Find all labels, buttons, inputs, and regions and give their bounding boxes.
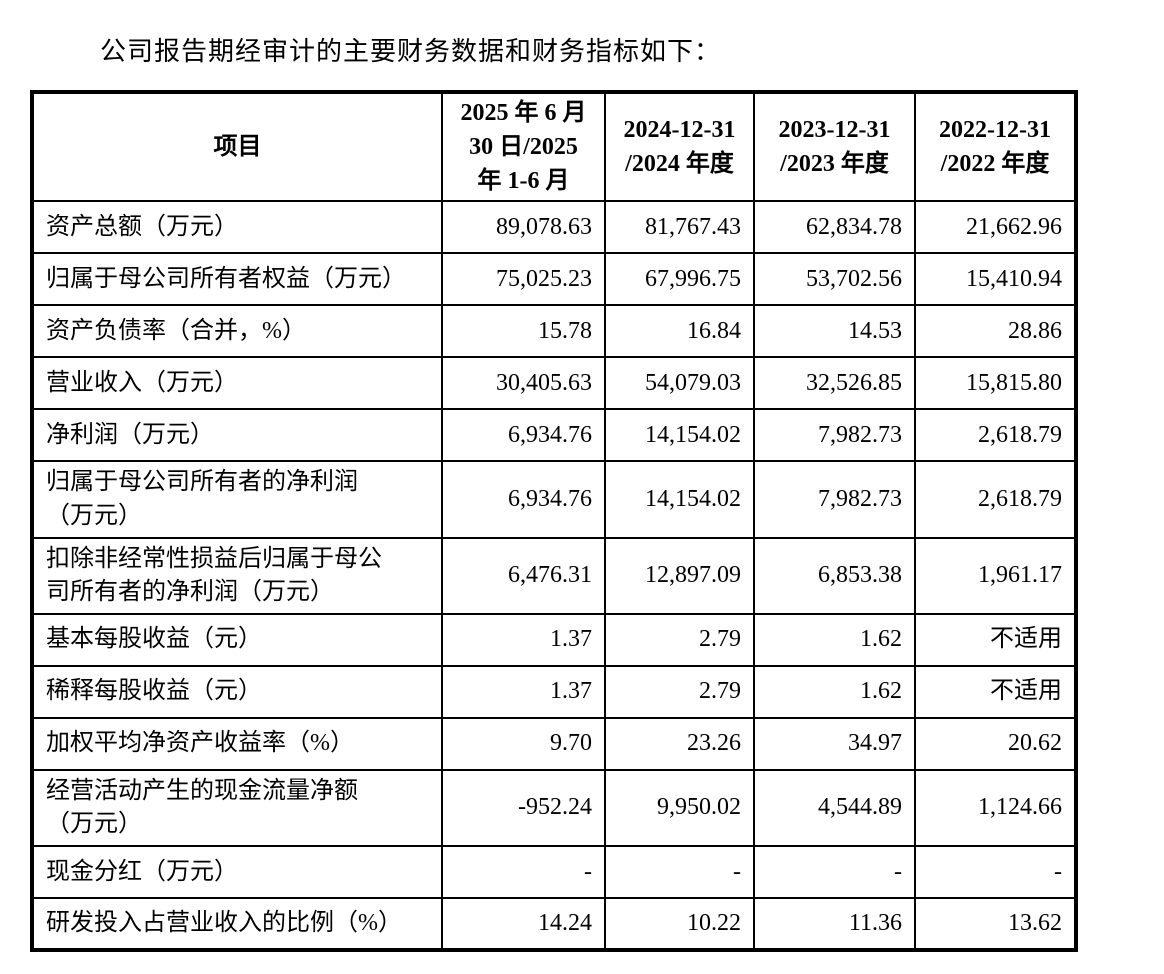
table-row: 归属于母公司所有者的净利润 （万元） 6,934.76 14,154.02 7,982… — [31, 460, 1077, 539]
row-value: 7,982.73 — [753, 408, 916, 463]
row-value: 53,702.56 — [753, 252, 916, 307]
row-value: 10.22 — [604, 897, 755, 952]
row-value: 4,544.89 — [753, 768, 916, 848]
row-value: 1,124.66 — [914, 768, 1077, 848]
row-value: 54,079.03 — [604, 356, 755, 411]
row-value: 2,618.79 — [914, 408, 1077, 463]
row-value: 62,834.78 — [753, 200, 916, 255]
row-value: 14.53 — [753, 304, 916, 359]
row-item-label: 研发投入占营业收入的比例（%） — [31, 897, 443, 952]
row-value: 32,526.85 — [753, 356, 916, 411]
row-value: 13.62 — [914, 897, 1077, 952]
row-value: 2.79 — [604, 612, 755, 667]
table-row: 资产总额（万元） 89,078.63 81,767.43 62,834.78 21,66… — [31, 200, 1077, 255]
row-value: 89,078.63 — [441, 200, 606, 255]
row-item-label: 加权平均净资产收益率（%） — [31, 716, 443, 771]
column-header-2024: 2024-12-31 /2024 年度 — [604, 91, 755, 203]
row-value: 1.37 — [441, 612, 606, 667]
row-value: 2.79 — [604, 664, 755, 719]
row-value: 9,950.02 — [604, 768, 755, 848]
row-value: 6,934.76 — [441, 460, 606, 539]
row-value: 14.24 — [441, 897, 606, 952]
row-value: 15.78 — [441, 304, 606, 359]
row-item-label: 扣除非经常性损益后归属于母公 司所有者的净利润（万元） — [31, 536, 443, 615]
column-header-2022: 2022-12-31 /2022 年度 — [914, 91, 1077, 203]
row-value: 6,853.38 — [753, 536, 916, 615]
row-value: 30,405.63 — [441, 356, 606, 411]
table-body: 资产总额（万元） 89,078.63 81,767.43 62,834.78 21,66… — [31, 200, 1077, 952]
row-value: 16.84 — [604, 304, 755, 359]
section-title: 公司报告期经审计的主要财务数据和财务指标如下： — [100, 37, 722, 66]
row-value: 2,618.79 — [914, 460, 1077, 539]
table-row: 稀释每股收益（元） 1.37 2.79 1.62 不适用 — [31, 664, 1077, 719]
row-value: 14,154.02 — [604, 460, 755, 539]
row-value: 14,154.02 — [604, 408, 755, 463]
table-row: 加权平均净资产收益率（%） 9.70 23.26 34.97 20.62 — [31, 716, 1077, 771]
row-value: 67,996.75 — [604, 252, 755, 307]
row-value: 15,410.94 — [914, 252, 1077, 307]
row-item-label: 基本每股收益（元） — [31, 612, 443, 667]
row-value: 6,476.31 — [441, 536, 606, 615]
table-row: 资产负债率（合并，%） 15.78 16.84 14.53 28.86 — [31, 304, 1077, 359]
column-header-2023: 2023-12-31 /2023 年度 — [753, 91, 916, 203]
row-item-label: 营业收入（万元） — [31, 356, 443, 411]
row-value: 不适用 — [914, 612, 1077, 667]
table-row: 归属于母公司所有者权益（万元） 75,025.23 67,996.75 53,702.… — [31, 252, 1077, 307]
row-item-label: 资产负债率（合并，%） — [31, 304, 443, 359]
row-value: -952.24 — [441, 768, 606, 848]
table-row: 扣除非经常性损益后归属于母公 司所有者的净利润（万元） 6,476.31 12,89… — [31, 536, 1077, 615]
table-header: 项目 2025 年 6 月 30 日/2025 年 1-6 月 2024-12-… — [31, 91, 1077, 203]
financial-table: 项目 2025 年 6 月 30 日/2025 年 1-6 月 2024-12-… — [30, 90, 1078, 953]
column-header-item: 项目 — [31, 91, 443, 203]
row-value: 23.26 — [604, 716, 755, 771]
row-item-label: 经营活动产生的现金流量净额 （万元） — [31, 768, 443, 848]
row-value: - — [604, 845, 755, 900]
column-header-2025h1: 2025 年 6 月 30 日/2025 年 1-6 月 — [441, 91, 606, 203]
row-item-label: 归属于母公司所有者的净利润 （万元） — [31, 460, 443, 539]
row-item-label: 现金分红（万元） — [31, 845, 443, 900]
row-value: 12,897.09 — [604, 536, 755, 615]
row-value: 不适用 — [914, 664, 1077, 719]
row-item-label: 稀释每股收益（元） — [31, 664, 443, 719]
table-row: 基本每股收益（元） 1.37 2.79 1.62 不适用 — [31, 612, 1077, 667]
row-value: - — [441, 845, 606, 900]
row-value: 1.62 — [753, 612, 916, 667]
row-value: 34.97 — [753, 716, 916, 771]
row-value: 15,815.80 — [914, 356, 1077, 411]
row-value: 28.86 — [914, 304, 1077, 359]
table-row: 营业收入（万元） 30,405.63 54,079.03 32,526.85 15,81… — [31, 356, 1077, 411]
row-item-label: 归属于母公司所有者权益（万元） — [31, 252, 443, 307]
row-value: 81,767.43 — [604, 200, 755, 255]
row-value: - — [914, 845, 1077, 900]
row-value: 11.36 — [753, 897, 916, 952]
row-value: 9.70 — [441, 716, 606, 771]
row-value: 1,961.17 — [914, 536, 1077, 615]
row-value: 75,025.23 — [441, 252, 606, 307]
table-row: 研发投入占营业收入的比例（%） 14.24 10.22 11.36 13.62 — [31, 897, 1077, 952]
row-value: 1.62 — [753, 664, 916, 719]
row-value: 6,934.76 — [441, 408, 606, 463]
row-value: 20.62 — [914, 716, 1077, 771]
row-value: 1.37 — [441, 664, 606, 719]
table-row: 净利润（万元） 6,934.76 14,154.02 7,982.73 2,618.79 — [31, 408, 1077, 463]
row-item-label: 资产总额（万元） — [31, 200, 443, 255]
header-row: 项目 2025 年 6 月 30 日/2025 年 1-6 月 2024-12-… — [31, 91, 1077, 203]
table-row: 经营活动产生的现金流量净额 （万元） -952.24 9,950.02 4,544.8… — [31, 768, 1077, 848]
row-value: - — [753, 845, 916, 900]
table-row: 现金分红（万元） - - - - — [31, 845, 1077, 900]
row-item-label: 净利润（万元） — [31, 408, 443, 463]
row-value: 7,982.73 — [753, 460, 916, 539]
row-value: 21,662.96 — [914, 200, 1077, 255]
